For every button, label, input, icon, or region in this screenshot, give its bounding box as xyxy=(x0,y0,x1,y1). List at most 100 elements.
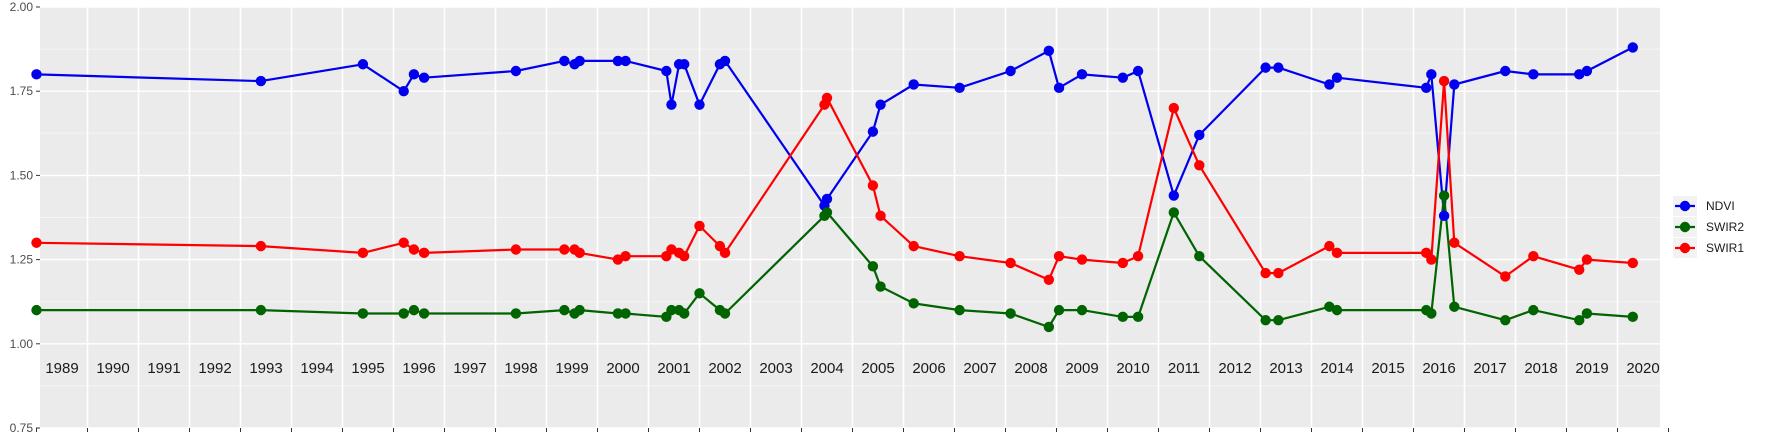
data-point-swir2 xyxy=(1627,311,1639,323)
year-label: 1989 xyxy=(45,360,78,377)
year-label: 2006 xyxy=(912,360,945,377)
data-point-ndvi xyxy=(666,99,677,110)
data-point-ndvi xyxy=(1273,62,1284,73)
data-point-swir1 xyxy=(1574,264,1585,275)
data-point-swir2 xyxy=(1273,315,1284,326)
data-point-swir1 xyxy=(1168,102,1180,114)
data-point-swir2 xyxy=(666,304,677,316)
year-label: 2012 xyxy=(1218,360,1251,377)
year-label: 2018 xyxy=(1524,360,1557,377)
data-point-swir2 xyxy=(1500,315,1511,326)
data-point-swir2 xyxy=(1132,311,1144,323)
year-label: 1993 xyxy=(249,360,282,377)
data-point-swir1 xyxy=(1132,251,1144,262)
year-label: 1998 xyxy=(504,360,537,377)
data-point-swir1 xyxy=(1260,267,1271,279)
data-point-swir1 xyxy=(1194,160,1205,171)
data-point-swir2 xyxy=(1438,190,1450,201)
year-label: 2011 xyxy=(1168,360,1200,377)
data-point-swir2 xyxy=(408,304,420,316)
data-point-swir2 xyxy=(418,308,430,319)
data-point-swir2 xyxy=(821,207,833,218)
data-point-ndvi xyxy=(1005,65,1016,77)
year-label: 2014 xyxy=(1320,360,1353,377)
data-point-ndvi xyxy=(1053,82,1065,94)
data-point-ndvi xyxy=(398,86,409,97)
data-point-swir1 xyxy=(1500,271,1511,282)
data-point-swir2 xyxy=(908,298,919,309)
data-point-swir1 xyxy=(719,247,731,259)
data-point-swir2 xyxy=(954,304,965,316)
data-point-swir1 xyxy=(408,244,420,255)
data-point-swir1 xyxy=(1053,251,1065,262)
data-point-swir1 xyxy=(1627,257,1639,269)
data-point-ndvi xyxy=(1581,65,1593,77)
year-label: 2007 xyxy=(963,360,996,377)
data-point-swir2 xyxy=(1194,251,1205,262)
data-point-ndvi xyxy=(1260,62,1271,73)
data-point-swir2 xyxy=(1528,304,1539,316)
data-point-ndvi xyxy=(1421,82,1432,94)
data-point-swir1 xyxy=(1426,254,1437,265)
legend: NDVI SWIR2 SWIR1 xyxy=(1673,196,1744,258)
legend-label-ndvi: NDVI xyxy=(1706,199,1735,213)
data-point-swir1 xyxy=(1331,247,1343,259)
data-point-swir2 xyxy=(612,308,624,319)
data-point-ndvi xyxy=(1449,79,1460,90)
year-label: 2016 xyxy=(1422,360,1455,377)
data-point-ndvi xyxy=(1043,45,1055,56)
data-point-swir2 xyxy=(1331,304,1343,316)
data-point-ndvi xyxy=(1627,42,1639,53)
year-label: 2004 xyxy=(810,360,843,377)
data-point-ndvi xyxy=(1528,69,1539,80)
data-point-swir2 xyxy=(1426,308,1437,319)
data-point-swir1 xyxy=(574,247,585,259)
year-label: 2000 xyxy=(606,360,639,377)
data-point-swir2 xyxy=(1117,311,1129,323)
data-point-swir2 xyxy=(719,308,731,319)
data-point-swir1 xyxy=(1438,75,1450,87)
data-point-swir2 xyxy=(694,288,705,299)
data-point-swir1 xyxy=(867,180,879,191)
data-point-swir2 xyxy=(31,304,42,316)
data-point-ndvi xyxy=(1117,72,1129,83)
data-point-swir1 xyxy=(821,92,833,104)
series-line-ndvi xyxy=(36,46,1634,217)
y-tick-label: 1.00 xyxy=(10,337,34,351)
data-point-swir2 xyxy=(559,304,570,316)
year-label: 2020 xyxy=(1626,360,1659,377)
data-point-swir1 xyxy=(398,237,409,248)
data-point-ndvi xyxy=(875,99,886,110)
data-point-ndvi xyxy=(867,126,879,137)
data-point-swir1 xyxy=(418,247,430,259)
year-label: 2015 xyxy=(1371,360,1404,377)
data-point-swir1 xyxy=(1043,274,1055,286)
data-point-ndvi xyxy=(510,65,522,77)
data-point-ndvi xyxy=(821,193,833,205)
year-label: 2019 xyxy=(1575,360,1608,377)
y-tick-label: 1.50 xyxy=(10,168,34,182)
data-point-swir2 xyxy=(1581,308,1593,319)
year-label: 2003 xyxy=(759,360,792,377)
data-point-swir1 xyxy=(31,237,42,248)
data-point-ndvi xyxy=(31,69,42,80)
data-point-swir2 xyxy=(1053,304,1065,316)
minor-gridlines xyxy=(40,48,1660,387)
data-point-swir1 xyxy=(1449,237,1460,248)
data-point-swir2 xyxy=(679,308,690,319)
data-point-swir2 xyxy=(1168,207,1180,218)
data-point-ndvi xyxy=(1194,129,1205,141)
data-point-ndvi xyxy=(255,75,267,87)
data-point-ndvi xyxy=(719,55,731,67)
year-label: 1995 xyxy=(351,360,384,377)
data-point-swir1 xyxy=(908,240,919,252)
data-point-swir2 xyxy=(1076,304,1088,316)
y-tick-label: 0.75 xyxy=(10,421,34,435)
data-point-swir1 xyxy=(1581,254,1593,265)
data-point-ndvi xyxy=(1500,65,1511,77)
data-point-ndvi xyxy=(1132,65,1144,77)
series-layer xyxy=(31,42,1639,333)
year-label: 1996 xyxy=(402,360,435,377)
year-label: 1991 xyxy=(147,360,180,377)
data-point-swir1 xyxy=(679,251,690,262)
